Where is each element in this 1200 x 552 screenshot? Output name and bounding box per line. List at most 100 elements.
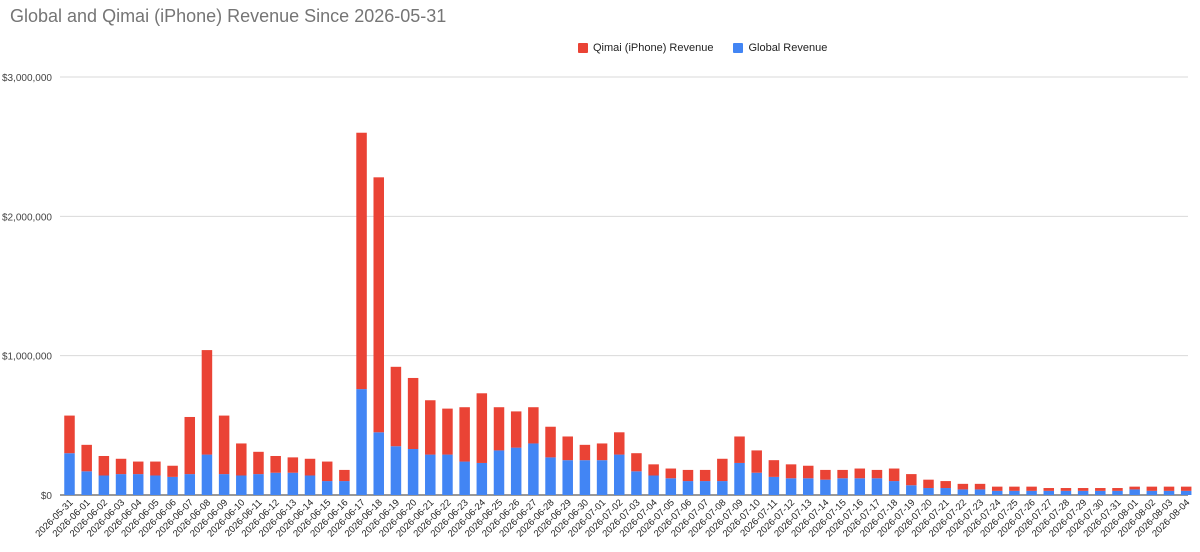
bar-global [528, 443, 539, 495]
bar-global [1112, 490, 1123, 495]
bar-qimai [614, 432, 625, 455]
bar-global [751, 472, 762, 495]
bar-global [854, 478, 866, 495]
bar-global [579, 460, 591, 495]
bar-qimai [991, 486, 1003, 491]
bar-global [1060, 490, 1072, 495]
bar-qimai [717, 458, 728, 482]
y-tick-label: $3,000,000 [2, 73, 52, 84]
bar-qimai [837, 469, 848, 479]
bar-global [974, 489, 986, 495]
bar-qimai [665, 468, 677, 479]
bar-qimai [1180, 486, 1192, 491]
bar-qimai [579, 444, 591, 461]
bar-global [321, 481, 333, 495]
bar-qimai [407, 377, 419, 450]
bar-global [1146, 490, 1158, 495]
bar-global [459, 461, 470, 495]
bar-qimai [699, 469, 711, 482]
bar-global [304, 475, 316, 495]
legend: Qimai (iPhone) Revenue Global Revenue [578, 42, 827, 54]
bar-global [390, 446, 402, 495]
bar-qimai [1163, 486, 1175, 491]
bar-global [287, 472, 299, 495]
bar-qimai [1095, 488, 1106, 491]
bar-qimai [562, 436, 573, 461]
bar-qimai [236, 443, 247, 476]
legend-label-global: Global Revenue [748, 42, 828, 54]
y-tick-label: $0 [41, 491, 53, 502]
bar-qimai [356, 132, 367, 390]
bar-global [510, 447, 522, 495]
bar-global [476, 462, 488, 495]
bar-global [442, 454, 453, 495]
bar-global [184, 474, 196, 495]
bar-global [115, 474, 127, 495]
bar-global [785, 478, 797, 495]
bar-global [98, 475, 110, 495]
bar-qimai [871, 469, 883, 479]
bar-global [236, 475, 247, 495]
bar-global [665, 478, 677, 495]
bar-global [614, 454, 625, 495]
bar-qimai [923, 479, 934, 489]
bar-qimai [339, 469, 350, 482]
bar-qimai [682, 469, 694, 482]
legend-swatch-qimai [578, 43, 588, 53]
bar-qimai [1043, 488, 1055, 491]
bar-qimai [493, 407, 505, 451]
bar-global [1026, 490, 1037, 495]
chart-title: Global and Qimai (iPhone) Revenue Since … [10, 6, 447, 26]
bar-qimai [854, 468, 866, 479]
bar-global [837, 478, 848, 495]
bar-qimai [373, 177, 384, 433]
bar-global [820, 479, 831, 495]
bar-qimai [940, 481, 951, 489]
bar-qimai [528, 407, 539, 444]
bar-qimai [81, 444, 92, 472]
bar-global [734, 462, 745, 495]
bar-qimai [321, 461, 333, 482]
bar-qimai [596, 443, 608, 461]
bar-global [717, 481, 728, 495]
bar-global [81, 471, 92, 495]
bar-global [1163, 490, 1175, 495]
bar-global [339, 481, 350, 495]
bar-qimai [476, 393, 488, 463]
bar-qimai [1112, 488, 1123, 491]
bar-qimai [115, 458, 127, 475]
bar-global [1095, 490, 1106, 495]
bar-qimai [1060, 488, 1072, 491]
bar-global [699, 481, 711, 495]
bar-qimai [648, 464, 659, 476]
bar-global [957, 489, 969, 495]
bar-global [64, 453, 75, 495]
bar-qimai [184, 416, 196, 475]
bar-global [1180, 490, 1192, 495]
bar-qimai [768, 460, 780, 477]
bar-qimai [287, 457, 299, 473]
bar-qimai [957, 483, 969, 490]
legend-label-qimai: Qimai (iPhone) Revenue [593, 42, 714, 54]
bar-global [1043, 490, 1055, 495]
bar-qimai [631, 453, 642, 472]
bar-global [270, 472, 281, 495]
bar-qimai [218, 415, 230, 475]
bar-global [1009, 490, 1020, 495]
bar-global [871, 478, 883, 495]
bar-qimai [785, 464, 797, 479]
bar-qimai [906, 474, 917, 486]
bar-global [648, 475, 659, 495]
bar-global [150, 475, 161, 495]
bar-qimai [270, 455, 281, 473]
bar-qimai [734, 436, 745, 463]
bar-qimai [545, 426, 556, 458]
bar-global [373, 432, 384, 495]
bar-global [562, 460, 573, 495]
bar-qimai [888, 468, 900, 482]
bar-qimai [442, 408, 453, 455]
legend-item-global: Global Revenue [733, 42, 827, 54]
bar-qimai [98, 455, 110, 476]
bar-global [253, 474, 264, 495]
bar-global [888, 481, 900, 495]
